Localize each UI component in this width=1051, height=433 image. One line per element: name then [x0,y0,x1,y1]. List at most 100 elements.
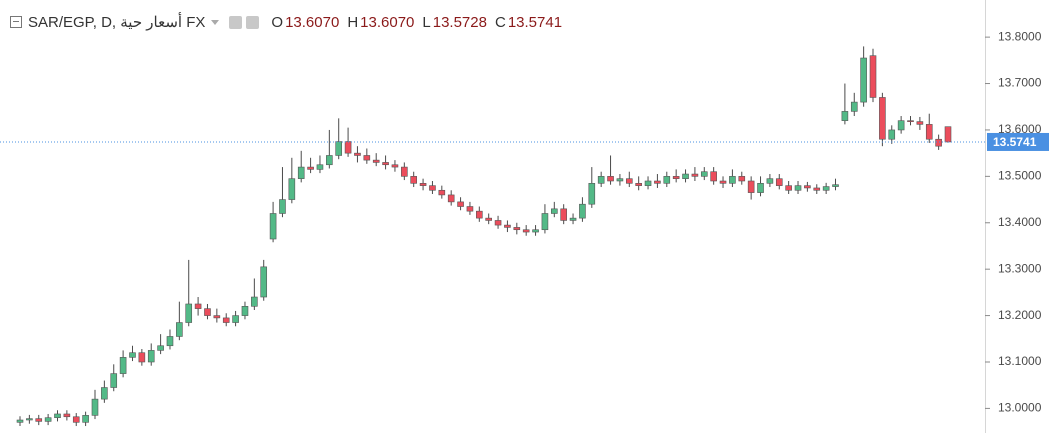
candle-body [232,315,239,323]
candle-body [719,180,727,184]
candle-body [729,176,736,184]
candle-body [344,141,352,154]
candle-body [579,203,586,219]
ohlc-key: O [271,13,284,31]
candle-body [297,166,305,179]
candle-body [597,176,605,184]
candle-body [560,208,567,221]
ohlc-values: O 13.6070 H 13.6070 L 13.5728 C 13.5741 [263,14,562,31]
candle-body [35,418,43,422]
candle-body [794,185,802,191]
candle-body [869,55,877,98]
candle-body [176,322,183,337]
candle-body [119,357,127,374]
candle-body [822,186,830,191]
y-tick-label: 13.8000 [998,29,1042,43]
candle-body [288,178,296,200]
candle-body [363,155,371,161]
y-tick-label: 13.1000 [998,354,1042,368]
collapse-button[interactable] [10,16,22,28]
candle-body [354,152,361,156]
candle-body [391,164,399,168]
candle-body [101,387,108,400]
candle-body [682,173,689,179]
candle-body [335,141,343,156]
candle-body [429,185,436,191]
candle-body [438,189,446,196]
candle-body [44,417,52,422]
candle-body [194,303,202,309]
candle-body [616,178,624,182]
candle-body [316,164,324,170]
candle-body [419,183,427,186]
candle-body [466,206,474,212]
y-tick-label: 13.2000 [998,308,1042,322]
candle-body [935,138,942,147]
candle-body [26,418,33,421]
candle-body [494,220,502,226]
candle-body [204,308,211,316]
candle-body [916,121,924,125]
candle-body [401,166,408,177]
eye-icon[interactable] [229,15,243,29]
candle-body [447,194,455,203]
candle-body [738,176,746,182]
symbol-title[interactable]: SAR/EGP, D, أسعار حية FX [28,14,206,31]
candle-body [710,171,717,182]
candle-body [410,176,417,184]
candle-body [907,120,914,122]
candle-body [260,266,268,298]
candle-body [110,373,118,388]
ohlc-value: 13.5741 [507,13,563,31]
candle-body [504,224,511,228]
candle-body [16,419,24,423]
candle-body [72,416,80,423]
candle-body [485,217,492,221]
candle-body [569,217,577,221]
candle-body [241,306,249,316]
candle-body [888,129,896,140]
candle-body [897,120,905,131]
candle-body [766,178,774,184]
candle-body [91,398,99,416]
ohlc-value: 13.6070 [285,13,340,31]
candle-body [635,183,642,186]
y-tick-label: 13.6000 [998,122,1042,136]
candle-body [700,171,708,177]
dropdown-caret[interactable] [211,19,220,25]
candle-body [551,208,558,214]
candle-body [588,183,596,205]
candle-body [82,415,89,423]
candle-body [944,126,952,143]
candle-body [382,162,389,166]
candle-body [775,178,783,186]
settings-icon[interactable] [246,15,260,29]
y-tick-label: 13.7000 [998,76,1042,90]
candle-body [532,229,539,233]
legend-header: SAR/EGP, D, أسعار حية FX O 13.6070 H 13.607… [10,10,562,34]
candle-body [691,173,699,177]
ohlc-key: L [422,13,431,31]
candle-body [157,345,164,351]
candle-body [663,176,671,184]
candle-body [63,413,71,418]
candle-body [279,199,286,214]
candle-body [757,183,764,193]
last-price-label: 13.5741 [993,135,1037,149]
ohlc-value: 13.6070 [360,13,415,31]
candle-body [222,317,230,323]
candle-body [672,176,680,179]
ohlc-value: 13.5728 [432,13,487,31]
candle-body [879,97,886,140]
candle-body [860,57,867,103]
candle-body [841,111,849,121]
candle-body [147,350,155,363]
candle-body [326,155,333,166]
candle-body [213,315,221,319]
candle-body [138,352,146,363]
candle-body [476,210,483,219]
last-price-box [987,132,1049,151]
candle-body [457,201,464,207]
candle-body [785,185,792,191]
candle-body [129,352,136,358]
